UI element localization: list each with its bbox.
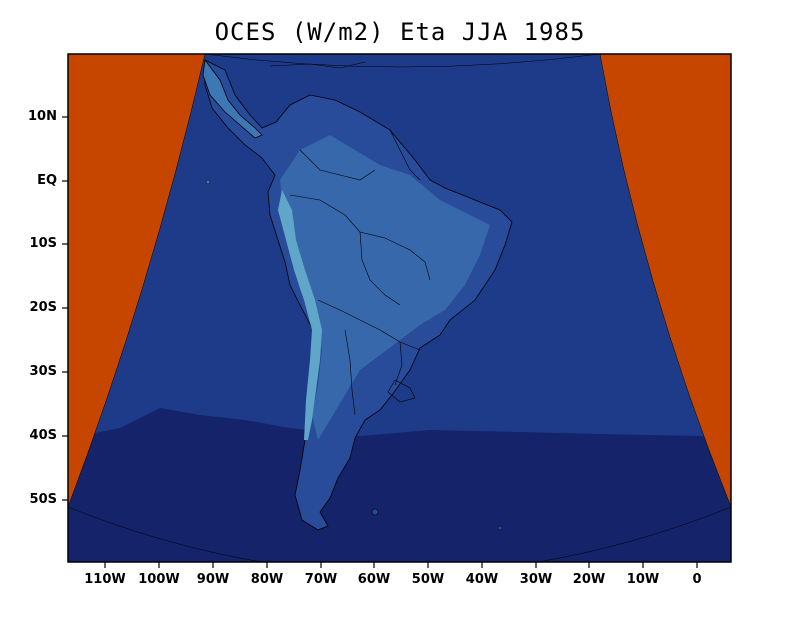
x-tick-label: 100W — [138, 572, 180, 587]
x-tick-label: 110W — [84, 572, 126, 587]
ocean-south — [68, 408, 731, 562]
andes-highlands — [278, 190, 322, 440]
falkland-islands — [371, 508, 379, 516]
x-tick-marks — [104, 562, 698, 568]
x-tick-label: 70W — [304, 572, 338, 587]
x-tick-label: 40W — [465, 572, 499, 587]
y-tick-marks — [62, 116, 68, 501]
x-tick-label: 60W — [357, 572, 391, 587]
central-america-land — [202, 58, 263, 139]
y-tick-label: EQ — [37, 173, 57, 188]
x-tick-label: 20W — [572, 572, 606, 587]
x-tick-label: 10W — [626, 572, 660, 587]
country-borders — [289, 129, 431, 416]
x-tick-label: 50W — [411, 572, 445, 587]
x-tick-label: 30W — [519, 572, 553, 587]
y-tick-label: 30S — [29, 364, 57, 379]
galapagos-islands — [205, 179, 211, 185]
y-tick-label: 40S — [29, 428, 57, 443]
y-tick-label: 50S — [29, 492, 57, 507]
y-tick-label: 10S — [29, 236, 57, 251]
x-tick-label: 0 — [692, 572, 702, 587]
south-georgia — [497, 525, 503, 531]
land-mid-shading — [280, 135, 490, 440]
map-title: OCES (W/m2) Eta JJA 1985 — [214, 18, 586, 46]
domain-boundary — [68, 54, 731, 562]
x-tick-label: 80W — [250, 572, 284, 587]
y-tick-label: 20S — [29, 300, 57, 315]
y-tick-label: 10N — [28, 109, 57, 124]
x-tick-label: 90W — [196, 572, 230, 587]
